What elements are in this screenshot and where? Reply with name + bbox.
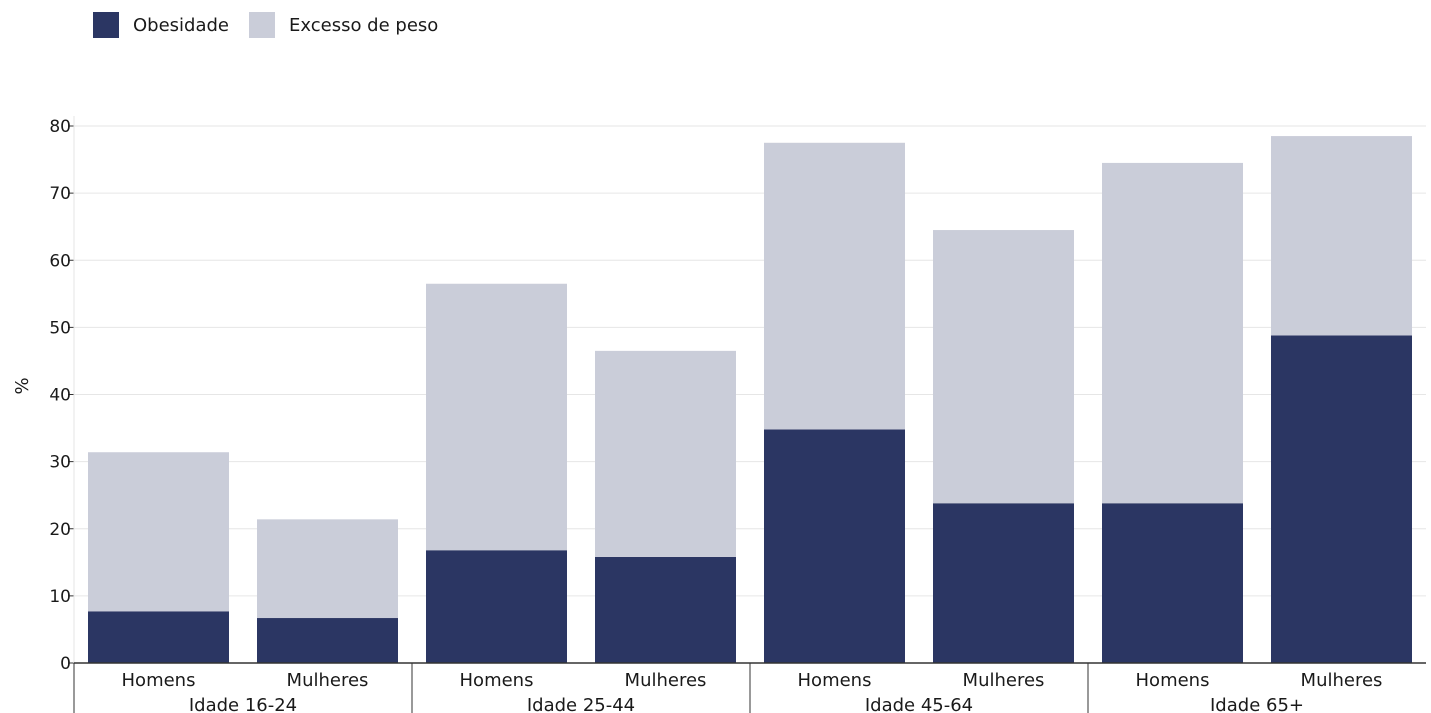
bar-obesidade bbox=[1102, 503, 1243, 663]
y-tick-label: 60 bbox=[49, 251, 71, 271]
bar-excesso-de-peso bbox=[1271, 136, 1412, 336]
x-category-label: Homens bbox=[122, 670, 196, 691]
bar-excesso-de-peso bbox=[764, 142, 905, 430]
axes: 0 10 20 30 40 50 60 70 80 Homens Mulheres Idade 16-… bbox=[49, 116, 1426, 713]
x-category-label: Mulheres bbox=[625, 670, 707, 691]
legend-label-excesso-de-peso: Excesso de peso bbox=[289, 14, 439, 36]
x-group-label: Idade 65+ bbox=[1210, 695, 1304, 713]
x-group-label: Idade 45-64 bbox=[865, 695, 973, 713]
y-axis-label: % bbox=[12, 377, 33, 394]
y-tick-label: 80 bbox=[49, 117, 71, 137]
x-group-label: Idade 16-24 bbox=[189, 695, 297, 713]
legend-label-obesidade: Obesidade bbox=[133, 14, 230, 36]
x-category-label: Homens bbox=[798, 670, 872, 691]
bar-excesso-de-peso bbox=[933, 230, 1074, 504]
x-category-label: Mulheres bbox=[1301, 670, 1383, 691]
legend-item-excesso-de-peso: Excesso de peso bbox=[249, 12, 438, 38]
x-category-label: Mulheres bbox=[963, 670, 1045, 691]
x-category-label: Homens bbox=[460, 670, 534, 691]
bar-obesidade bbox=[257, 618, 398, 663]
y-tick-label: 50 bbox=[49, 318, 71, 338]
bar-obesidade bbox=[933, 503, 1074, 663]
y-tick-label: 40 bbox=[49, 386, 71, 406]
bar-excesso-de-peso bbox=[257, 519, 398, 619]
x-category-label: Homens bbox=[1136, 670, 1210, 691]
x-category-label: Mulheres bbox=[287, 670, 369, 691]
y-tick-label: 20 bbox=[49, 520, 71, 540]
bar-obesidade bbox=[88, 611, 229, 663]
bar-excesso-de-peso bbox=[1102, 162, 1243, 504]
x-group-label: Idade 25-44 bbox=[527, 695, 635, 713]
bar-obesidade bbox=[426, 550, 567, 663]
bar-excesso-de-peso bbox=[88, 452, 229, 612]
chart-legend: Obesidade Excesso de peso bbox=[93, 12, 458, 38]
bar-obesidade bbox=[1271, 335, 1412, 663]
y-tick-label: 0 bbox=[60, 654, 71, 674]
y-tick-label: 10 bbox=[49, 587, 71, 607]
y-tick-label: 30 bbox=[49, 453, 71, 473]
bar-obesidade bbox=[764, 429, 905, 663]
y-tick-label: 70 bbox=[49, 184, 71, 204]
bars bbox=[88, 136, 1412, 663]
bar-excesso-de-peso bbox=[595, 350, 736, 557]
bar-excesso-de-peso bbox=[426, 283, 567, 551]
legend-swatch-obesidade bbox=[93, 12, 119, 38]
legend-item-obesidade: Obesidade bbox=[93, 12, 229, 38]
bar-obesidade bbox=[595, 556, 736, 663]
legend-swatch-excesso-de-peso bbox=[249, 12, 276, 38]
